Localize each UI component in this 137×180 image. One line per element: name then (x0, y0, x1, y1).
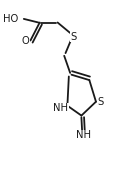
Text: O: O (22, 35, 30, 46)
Text: NH: NH (76, 130, 91, 140)
Text: NH: NH (53, 103, 68, 113)
Text: S: S (98, 97, 104, 107)
Text: S: S (70, 32, 77, 42)
Text: HO: HO (3, 14, 18, 24)
